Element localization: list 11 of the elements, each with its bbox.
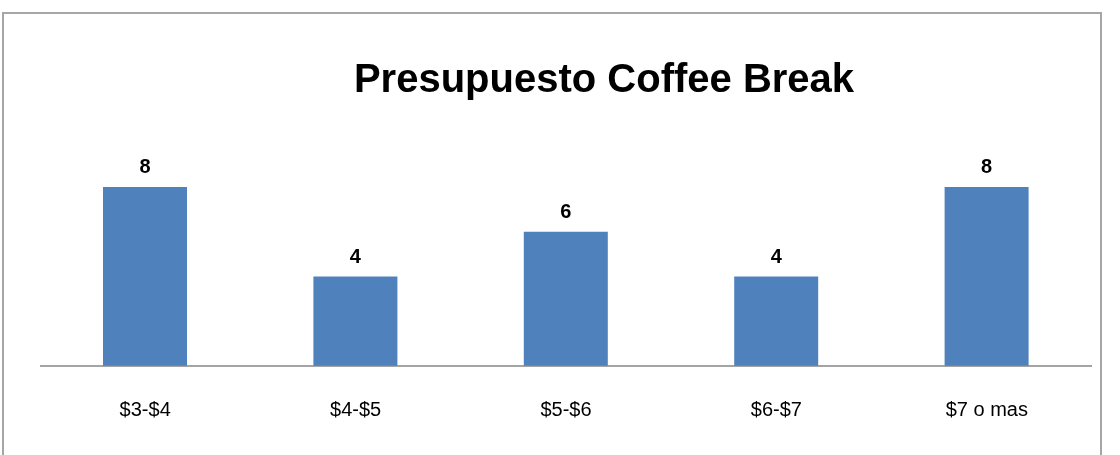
data-label: 6	[560, 199, 572, 222]
x-tick-label: $3-$4	[119, 398, 171, 421]
x-tick-label: $6-$7	[750, 398, 802, 421]
data-label: 4	[349, 244, 362, 267]
chart-title: Presupuesto Coffee Break	[352, 55, 856, 102]
data-label: 4	[770, 244, 783, 267]
x-tick-label: $7 o mas	[945, 398, 1028, 421]
data-label: 8	[981, 155, 993, 177]
x-tick-label: $5-$6	[540, 398, 592, 421]
x-tick-label: $4-$5	[330, 398, 382, 421]
data-label: 8	[139, 155, 151, 177]
